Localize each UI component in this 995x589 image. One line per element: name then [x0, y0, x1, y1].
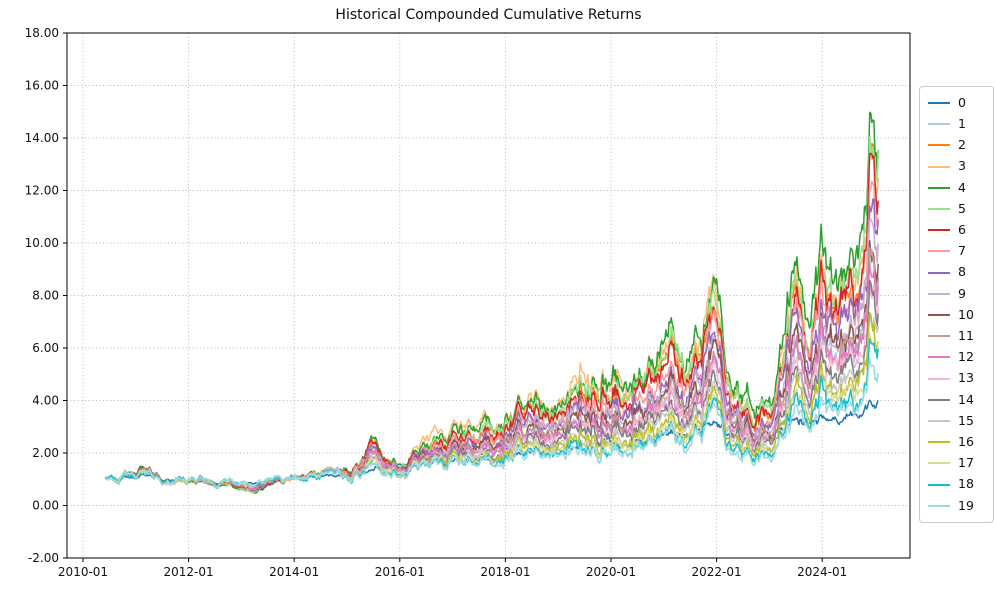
chart-title: Historical Compounded Cumulative Returns — [335, 7, 642, 23]
y-tick-label: 12.00 — [25, 184, 59, 198]
legend-swatch-icon — [928, 356, 950, 359]
legend-label: 9 — [958, 285, 966, 301]
legend-item-3: 3 — [928, 158, 989, 176]
legend-swatch-icon — [928, 441, 950, 444]
legend-label: 6 — [958, 221, 966, 237]
y-tick-label: 18.00 — [25, 26, 59, 40]
y-tick-label: 6.00 — [32, 341, 59, 355]
x-tick-label: 2022-01 — [692, 565, 742, 579]
y-tick-label: 8.00 — [32, 289, 59, 303]
y-tick-label: 4.00 — [32, 394, 59, 408]
legend-item-13: 13 — [928, 370, 989, 388]
legend-swatch-icon — [928, 186, 950, 189]
legend-label: 18 — [958, 476, 974, 492]
legend-swatch-icon — [928, 504, 950, 507]
legend-label: 1 — [958, 115, 966, 131]
legend-item-7: 7 — [928, 242, 989, 260]
legend-swatch-icon — [928, 398, 950, 401]
legend-item-16: 16 — [928, 433, 989, 451]
legend-swatch-icon — [928, 229, 950, 232]
y-tick-label: 14.00 — [25, 131, 59, 145]
legend-label: 13 — [958, 370, 974, 386]
legend-swatch-icon — [928, 420, 950, 423]
legend-swatch-icon — [928, 250, 950, 253]
legend-item-11: 11 — [928, 327, 989, 345]
legend-swatch-icon — [928, 314, 950, 317]
legend-label: 15 — [958, 412, 974, 428]
legend-swatch-icon — [928, 483, 950, 486]
legend-item-18: 18 — [928, 476, 989, 494]
y-tick-label: 10.00 — [25, 236, 59, 250]
legend-label: 19 — [958, 497, 974, 513]
legend-item-4: 4 — [928, 179, 989, 197]
series-line-19 — [104, 357, 879, 490]
x-tick-label: 2018-01 — [480, 565, 530, 579]
x-tick-label: 2012-01 — [164, 565, 214, 579]
legend-item-1: 1 — [928, 115, 989, 133]
legend-swatch-icon — [928, 208, 950, 211]
legend-label: 11 — [958, 327, 974, 343]
legend-swatch-icon — [928, 335, 950, 338]
legend-label: 14 — [958, 391, 974, 407]
legend-label: 5 — [958, 200, 966, 216]
legend-label: 17 — [958, 455, 974, 471]
y-tick-label: -2.00 — [28, 551, 59, 565]
x-tick-label: 2010-01 — [58, 565, 108, 579]
legend-swatch-icon — [928, 462, 950, 465]
legend-item-8: 8 — [928, 264, 989, 282]
legend-label: 10 — [958, 306, 974, 322]
legend-item-15: 15 — [928, 412, 989, 430]
legend-item-6: 6 — [928, 221, 989, 239]
legend-item-14: 14 — [928, 391, 989, 409]
legend-label: 4 — [958, 179, 966, 195]
legend-item-12: 12 — [928, 348, 989, 366]
legend-label: 12 — [958, 349, 974, 365]
series-group — [104, 111, 879, 494]
legend-swatch-icon — [928, 123, 950, 126]
legend-swatch-icon — [928, 102, 950, 104]
x-tick-label: 2016-01 — [375, 565, 425, 579]
legend: 0 1 2 3 4 5 6 7 8 9 10 11 12 13 14 15 16 17 18 19 — [919, 86, 994, 523]
x-tick-label: 2024-01 — [797, 565, 847, 579]
y-tick-label: 16.00 — [25, 79, 59, 93]
legend-swatch-icon — [928, 144, 950, 147]
y-tick-label: 2.00 — [32, 446, 59, 460]
x-tick-label: 2014-01 — [269, 565, 319, 579]
legend-item-0: 0 — [928, 94, 989, 112]
legend-swatch-icon — [928, 271, 950, 274]
y-tick-label: 0.00 — [32, 499, 59, 513]
series-line-10 — [104, 240, 879, 490]
series-line-0 — [105, 399, 879, 486]
legend-label: 8 — [958, 264, 966, 280]
legend-swatch-icon — [928, 377, 950, 380]
series-line-14 — [105, 279, 879, 488]
legend-swatch-icon — [928, 292, 950, 295]
legend-swatch-icon — [928, 165, 950, 168]
legend-label: 2 — [958, 137, 966, 153]
legend-item-10: 10 — [928, 306, 989, 324]
legend-item-5: 5 — [928, 200, 989, 218]
legend-label: 7 — [958, 243, 966, 259]
legend-label: 0 — [958, 94, 966, 110]
legend-item-9: 9 — [928, 285, 989, 303]
legend-label: 16 — [958, 434, 974, 449]
legend-item-2: 2 — [928, 136, 989, 154]
x-tick-label: 2020-01 — [586, 565, 636, 579]
legend-item-17: 17 — [928, 454, 989, 472]
legend-label: 3 — [958, 158, 966, 174]
legend-item-19: 19 — [928, 497, 989, 515]
